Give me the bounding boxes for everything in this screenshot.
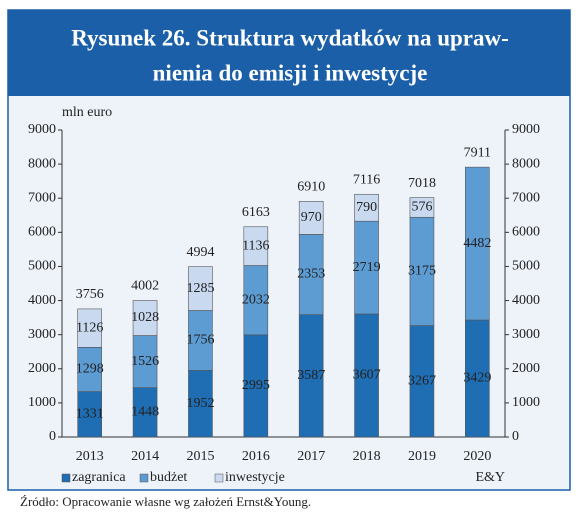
value-label: 1298	[76, 362, 104, 377]
x-tick-label: 2013	[76, 449, 104, 464]
title-band	[8, 10, 570, 96]
value-label: 2719	[353, 260, 381, 275]
chart-title: nienia do emisji i inwestycje	[153, 60, 428, 85]
bar-segment	[354, 193, 379, 222]
value-label: 3587	[297, 368, 325, 383]
y2-tick-label: 3000	[512, 327, 540, 342]
x-tick-label: 2018	[353, 449, 381, 464]
value-label: 3175	[408, 264, 436, 279]
legend-swatch	[214, 473, 224, 483]
bar-segment	[188, 266, 213, 311]
total-label: 7116	[353, 172, 380, 187]
bar-segment	[465, 166, 490, 321]
bar-segment	[243, 265, 269, 336]
bar-segment	[132, 387, 158, 438]
total-label: 4994	[186, 245, 214, 260]
value-label: 1285	[186, 281, 214, 296]
y-tick-label: 9000	[28, 122, 56, 137]
source: Źródło: Opracowanie własne wg założeń Er…	[20, 494, 311, 509]
legend-swatch	[61, 473, 71, 483]
y2-tick-label: 1000	[512, 395, 540, 410]
y-tick-label: 8000	[28, 156, 56, 171]
y-axis-label: mln euro	[62, 105, 112, 120]
y2-tick-label: 5000	[512, 259, 540, 274]
y2-tick-label: 7000	[512, 190, 540, 205]
y-tick-label: 3000	[28, 327, 56, 342]
value-label: 790	[356, 200, 377, 215]
value-label: 4482	[463, 236, 491, 251]
bar-segment	[354, 313, 379, 438]
total-label: 3756	[76, 287, 104, 302]
total-label: 4002	[131, 279, 159, 294]
y-tick-label: 6000	[28, 225, 56, 240]
total-label: 6910	[297, 180, 325, 195]
value-label: 970	[301, 210, 322, 225]
bar-segment	[243, 226, 269, 266]
bar-segment	[132, 300, 158, 336]
bar-segment	[188, 370, 213, 438]
bar-segment	[298, 200, 324, 235]
y-tick-label: 7000	[28, 190, 56, 205]
value-label: 2353	[297, 267, 325, 282]
bar-segment	[77, 347, 102, 392]
chart-title: Rysunek 26. Struktura wydatków na upraw-	[71, 25, 509, 50]
bar-segment	[77, 308, 102, 348]
bar-segment	[243, 334, 269, 438]
bar-segment	[354, 220, 379, 315]
value-label: 2995	[242, 378, 270, 393]
value-label: 3429	[463, 371, 491, 386]
bar-segment	[77, 391, 102, 438]
total-label: 7911	[464, 145, 491, 160]
y2-tick-label: 9000	[512, 122, 540, 137]
value-label: 3267	[408, 373, 436, 388]
x-tick-label: 2017	[297, 449, 325, 464]
value-label: 2032	[242, 292, 270, 307]
total-label: 7018	[408, 176, 436, 191]
value-label: 1028	[131, 310, 159, 325]
bar-segment	[298, 314, 324, 438]
x-tick-label: 2016	[242, 449, 270, 464]
bar-segment	[188, 310, 213, 371]
x-tick-label: 2015	[186, 449, 214, 464]
credit: E&Y	[475, 470, 505, 485]
value-label: 1448	[131, 405, 159, 420]
x-tick-label: 2019	[408, 449, 436, 464]
value-label: 1526	[131, 354, 159, 369]
value-label: 3607	[353, 368, 381, 383]
legend-label: budżet	[150, 470, 187, 485]
y-tick-label: 1000	[28, 395, 56, 410]
y-tick-label: 2000	[28, 361, 56, 376]
bar-segment	[409, 325, 435, 438]
y2-tick-label: 8000	[512, 156, 540, 171]
value-label: 1126	[76, 320, 103, 335]
y2-tick-label: 4000	[512, 293, 540, 308]
legend-label: inwestycje	[225, 470, 285, 485]
value-label: 1136	[242, 238, 269, 253]
x-tick-label: 2020	[463, 449, 491, 464]
value-label: 1756	[186, 333, 214, 348]
legend-label: zagranica	[72, 470, 126, 485]
y2-tick-label: 2000	[512, 361, 540, 376]
y2-tick-label: 0	[512, 429, 519, 444]
total-label: 6163	[242, 205, 270, 220]
bar-segment	[465, 319, 490, 438]
bar-segment	[409, 197, 435, 218]
value-label: 1331	[76, 407, 104, 422]
value-label: 1952	[186, 396, 214, 411]
bar-segment	[132, 335, 158, 388]
y-tick-label: 5000	[28, 259, 56, 274]
value-label: 576	[411, 200, 432, 215]
legend-swatch	[139, 473, 149, 483]
x-tick-label: 2014	[131, 449, 159, 464]
y-tick-label: 4000	[28, 293, 56, 308]
y-tick-label: 0	[49, 429, 56, 444]
y2-tick-label: 6000	[512, 225, 540, 240]
